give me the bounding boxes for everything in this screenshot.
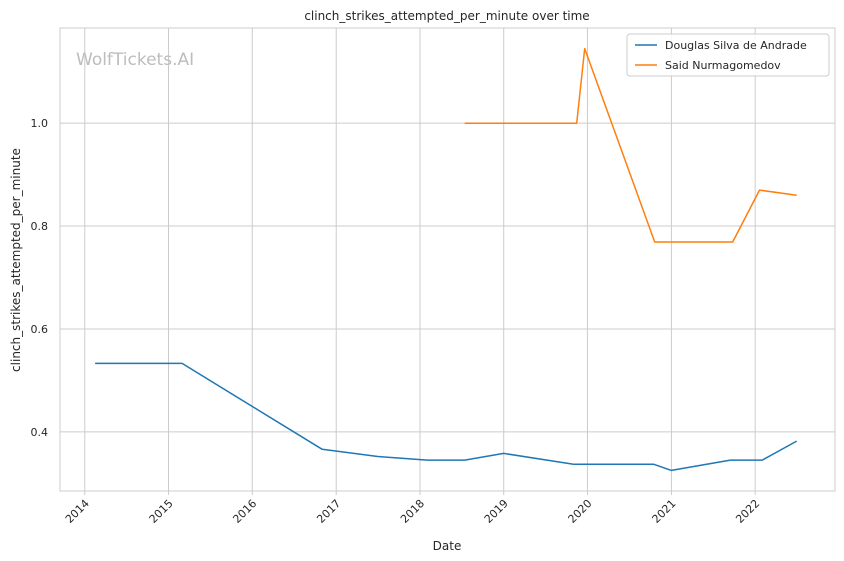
x-tick-label: 2015 — [147, 497, 176, 526]
chart-title: clinch_strikes_attempted_per_minute over… — [304, 9, 589, 23]
series-line-2 — [464, 47, 797, 243]
x-tick-label: 2014 — [63, 497, 92, 526]
x-tick-label: 2019 — [482, 497, 511, 526]
x-axis-ticks: 2014 2015 2016 2017 2018 2019 2020 2021 2022 — [63, 491, 762, 526]
series-line-1 — [95, 362, 798, 472]
legend-box — [626, 33, 830, 77]
x-tick-label: 2021 — [650, 497, 679, 526]
x-tick-label: 2022 — [733, 497, 762, 526]
y-tick-label: 0.6 — [31, 323, 49, 336]
x-tick-label: 2018 — [398, 497, 427, 526]
legend: Douglas Silva de Andrade Said Nurmagomedo… — [626, 33, 830, 77]
series-layer — [95, 47, 798, 472]
y-axis-label: clinch_strikes_attempted_per_minute — [9, 148, 23, 372]
plot-area — [59, 27, 836, 492]
legend-label: Said Nurmagomedov — [665, 59, 781, 72]
y-axis-ticks: 0.4 0.6 0.8 1.0 — [31, 117, 49, 439]
y-tick-label: 0.4 — [31, 426, 49, 439]
x-tick-label: 2016 — [230, 497, 259, 526]
legend-label: Douglas Silva de Andrade — [665, 39, 807, 52]
y-tick-label: 1.0 — [31, 117, 49, 130]
x-axis-label: Date — [433, 539, 462, 553]
x-tick-label: 2017 — [314, 497, 343, 526]
watermark: WolfTickets.AI — [76, 50, 194, 70]
y-tick-label: 0.8 — [31, 220, 49, 233]
grid — [60, 28, 835, 491]
x-tick-label: 2020 — [566, 497, 595, 526]
